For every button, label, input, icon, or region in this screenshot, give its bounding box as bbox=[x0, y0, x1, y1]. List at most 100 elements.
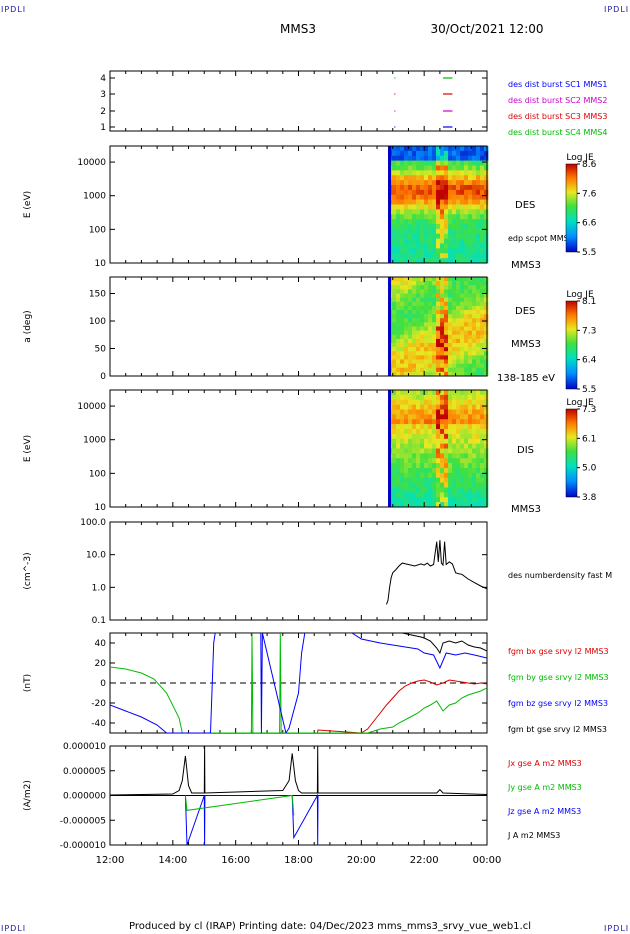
des_pitch-heatmap-cell bbox=[400, 359, 405, 364]
dis_energy-heatmap-cell bbox=[472, 438, 477, 444]
des_energy-heatmap-cell bbox=[404, 204, 409, 210]
des_pitch-heatmap-cell bbox=[448, 281, 453, 286]
dis_energy-heatmap-cell bbox=[452, 404, 457, 410]
des_energy-heatmap-cell bbox=[420, 180, 425, 186]
des-energy-label: DES bbox=[515, 200, 535, 211]
des_pitch-heatmap-cell bbox=[416, 297, 421, 303]
des_energy-heatmap-cell bbox=[440, 194, 445, 200]
dis_energy-heatmap-cell bbox=[460, 502, 465, 508]
des_pitch-heatmap-edge bbox=[388, 277, 392, 376]
des_pitch-heatmap-cell bbox=[400, 297, 405, 303]
des_pitch-heatmap-cell bbox=[476, 281, 481, 286]
dis_energy-heatmap-cell bbox=[392, 390, 397, 396]
des_pitch-heatmap-cell bbox=[436, 359, 441, 364]
des_energy-heatmap-cell bbox=[448, 228, 453, 235]
des_energy-heatmap-cell bbox=[416, 185, 421, 191]
des_energy-heatmap-cell bbox=[460, 228, 465, 235]
dis_energy-heatmap-cell bbox=[404, 458, 409, 464]
des_energy-heatmap-cell bbox=[408, 209, 413, 215]
des_pitch-heatmap-cell bbox=[408, 310, 413, 315]
des_energy-heatmap-cell bbox=[412, 155, 417, 161]
dis_energy-heatmap-cell bbox=[480, 399, 485, 405]
des_pitch-heatmap-cell bbox=[464, 334, 469, 340]
dis_energy-heatmap-cell bbox=[480, 429, 485, 435]
dis_energy-heatmap-cell bbox=[412, 443, 417, 449]
des_energy-heatmap-cell bbox=[400, 189, 405, 196]
des_pitch-heatmap-cell bbox=[484, 347, 489, 352]
des_energy-heatmap-cell bbox=[408, 228, 413, 235]
dis_energy-heatmap-cell bbox=[436, 458, 441, 464]
des_energy-heatmap-cell bbox=[484, 233, 489, 239]
des_pitch-heatmap-cell bbox=[400, 285, 405, 290]
des_pitch-heatmap-cell bbox=[404, 322, 409, 327]
des_pitch-heatmap-cell bbox=[420, 338, 425, 344]
des_pitch-heatmap-cell bbox=[452, 281, 457, 286]
des_energy-heatmap-cell bbox=[448, 180, 453, 186]
des_pitch-heatmap-cell bbox=[404, 277, 409, 282]
des_pitch-heatmap-cell bbox=[480, 314, 485, 319]
des_pitch-heatmap-cell bbox=[452, 318, 457, 323]
des_energy-heatmap-cell bbox=[416, 214, 421, 220]
dis_energy-heatmap-cell bbox=[416, 419, 421, 425]
dis_energy-heatmap-cell bbox=[468, 414, 473, 420]
dis_energy-heatmap-cell bbox=[432, 394, 437, 401]
des_pitch-heatmap-cell bbox=[448, 371, 453, 377]
des_energy-heatmap-cell bbox=[408, 214, 413, 220]
des_energy-heatmap-cell bbox=[476, 228, 481, 235]
des_energy-heatmap-cell bbox=[480, 228, 485, 235]
dis_energy-heatmap-cell bbox=[480, 419, 485, 425]
des_pitch-heatmap-cell bbox=[448, 277, 453, 282]
des_energy-heatmap-cell bbox=[404, 160, 409, 166]
des_energy-heatmap-cell bbox=[472, 160, 477, 166]
dis_energy-heatmap-cell bbox=[452, 502, 457, 508]
des_pitch-heatmap-cell bbox=[416, 363, 421, 369]
dis_energy-heatmap-cell bbox=[412, 482, 417, 488]
dis_energy-heatmap-cell bbox=[424, 438, 429, 444]
dis_energy-heatmap-cell bbox=[452, 472, 457, 479]
des_pitch-heatmap-cell bbox=[432, 322, 437, 327]
dis_energy-heatmap-cell bbox=[468, 463, 473, 469]
des_pitch-heatmap-cell bbox=[420, 363, 425, 369]
des_pitch-heatmap-cell bbox=[428, 363, 433, 369]
dis_energy-heatmap-cell bbox=[396, 419, 401, 425]
dis_energy-heatmap-cell bbox=[424, 477, 429, 483]
des_pitch-heatmap-cell bbox=[460, 343, 465, 348]
des_energy-heatmap-cell bbox=[476, 199, 481, 205]
dis_energy-heatmap-cell bbox=[396, 497, 401, 503]
dis_energy-heatmap-cell bbox=[444, 463, 449, 469]
des_energy-heatmap-cell bbox=[480, 233, 485, 239]
des_pitch-heatmap-cell bbox=[404, 318, 409, 323]
dis_energy-heatmap-cell bbox=[468, 424, 473, 430]
des_pitch-heatmap-cell bbox=[408, 301, 413, 307]
dis_energy-heatmap-cell bbox=[432, 404, 437, 410]
des_energy-heatmap-cell bbox=[408, 258, 413, 264]
des_pitch-heatmap-cell bbox=[432, 310, 437, 315]
dis_energy-heatmap-cell bbox=[468, 497, 473, 503]
des_pitch-heatmap-cell bbox=[480, 355, 485, 360]
dis_energy-heatmap-cell bbox=[404, 472, 409, 479]
des_energy-heatmap-cell bbox=[460, 180, 465, 186]
des_pitch-heatmap-cell bbox=[404, 330, 409, 336]
des_energy-heatmap-cell bbox=[408, 170, 413, 176]
des_energy-heatmap-edge bbox=[388, 146, 392, 263]
des_pitch-heatmap-cell bbox=[436, 363, 441, 369]
dis_energy-heatmap-cell bbox=[400, 458, 405, 464]
des_pitch-heatmap-cell bbox=[424, 355, 429, 360]
des_pitch-heatmap-cell bbox=[456, 322, 461, 327]
des_pitch-heatmap-cell bbox=[436, 371, 441, 377]
dis_energy-heatmap-cell bbox=[424, 463, 429, 469]
des_energy-heatmap-cell bbox=[412, 165, 417, 171]
des_pitch-heatmap-cell bbox=[456, 338, 461, 344]
des_energy-heatmap-cell bbox=[444, 228, 449, 235]
des_energy-heatmap-cell bbox=[460, 165, 465, 171]
dis_energy-heatmap-cell bbox=[440, 394, 445, 401]
dis_energy-heatmap-cell bbox=[416, 394, 421, 401]
dis_energy-heatmap-cell bbox=[436, 497, 441, 503]
des_pitch-heatmap-cell bbox=[436, 330, 441, 336]
des_pitch-heatmap-cell bbox=[468, 301, 473, 307]
des_energy-colorbar bbox=[565, 163, 578, 253]
dis_energy-heatmap-cell bbox=[476, 390, 481, 396]
des_pitch-heatmap-cell bbox=[440, 293, 445, 298]
des_pitch-heatmap-cell bbox=[480, 338, 485, 344]
des_energy-heatmap-cell bbox=[464, 243, 469, 249]
